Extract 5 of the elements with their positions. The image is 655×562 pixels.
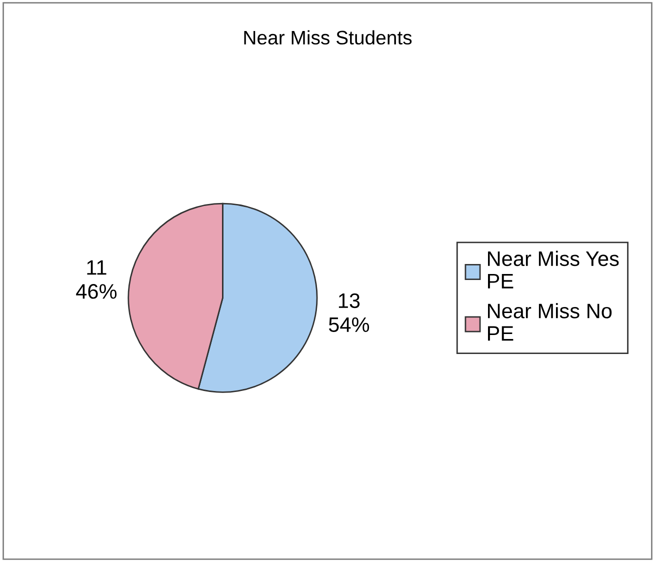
legend-label: Near Miss Yes PE: [488, 250, 619, 288]
chart-title: Near Miss Students: [244, 30, 412, 45]
data-label: 11 46%: [76, 260, 117, 299]
legend-label: Near Miss No PE: [488, 303, 612, 341]
data-label: 13 54%: [328, 293, 370, 332]
